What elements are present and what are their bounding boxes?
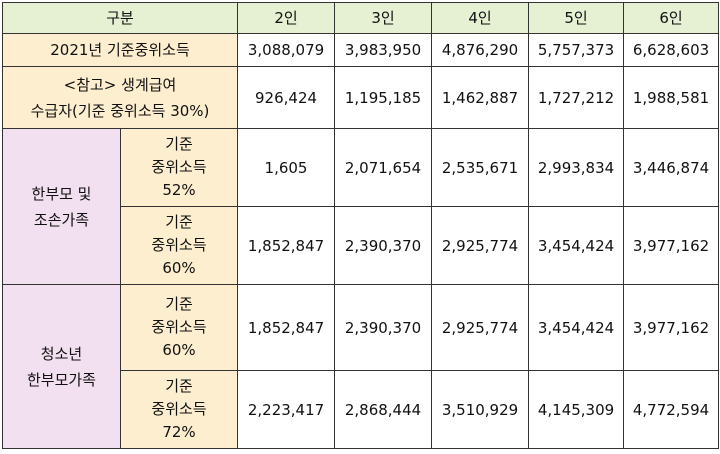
livelihood-label-line1: <참고> 생계급여 xyxy=(63,75,177,94)
table-cell: 1,605 xyxy=(237,128,336,207)
group1-sub1-label: 기준 중위소득 52% xyxy=(119,128,239,207)
table-cell: 1,852,847 xyxy=(237,206,336,285)
median-income-label: 2021년 기준중위소득 xyxy=(1,33,239,67)
table-cell: 2,390,370 xyxy=(334,284,433,371)
livelihood-label: <참고> 생계급여 수급자(기준 중위소득 30%) xyxy=(1,66,239,129)
header-col-3: 3인 xyxy=(334,2,433,34)
table-cell: 1,462,887 xyxy=(431,66,530,129)
sub-label-line: 기준 xyxy=(165,295,193,313)
group2-sub1-label: 기준 중위소득 60% xyxy=(119,284,239,371)
header-category: 구분 xyxy=(1,2,239,34)
table-cell: 2,925,774 xyxy=(431,206,530,285)
table-cell: 4,876,290 xyxy=(431,33,530,67)
table-cell: 3,088,079 xyxy=(237,33,336,67)
sub-label-line: 중위소득 xyxy=(151,400,207,418)
table-cell: 4,772,594 xyxy=(623,370,720,449)
table-cell: 2,223,417 xyxy=(237,370,336,449)
header-col-6: 6인 xyxy=(623,2,720,34)
sub-label-line: 52% xyxy=(162,181,196,199)
table-cell: 1,195,185 xyxy=(334,66,433,129)
group2-row2: 기준 중위소득 72% 2,223,417 2,868,444 3,510,92… xyxy=(3,370,720,449)
table-cell: 5,757,373 xyxy=(528,33,625,67)
group1-label-line2: 조손가족 xyxy=(33,210,90,229)
table-cell: 1,852,847 xyxy=(237,284,336,371)
sub-label-line: 기준 xyxy=(165,377,193,395)
table-cell: 3,977,162 xyxy=(623,284,720,371)
sub-label-line: 중위소득 xyxy=(151,236,207,254)
sub-label-line: 72% xyxy=(162,423,196,441)
table-cell: 6,628,603 xyxy=(623,33,720,67)
group2-sub2-label: 기준 중위소득 72% xyxy=(119,370,239,449)
header-col-2: 2인 xyxy=(237,2,336,34)
group1-label: 한부모 및 조손가족 xyxy=(2,128,121,285)
sub-label-line: 60% xyxy=(162,259,196,277)
group2-label-line1: 청소년 xyxy=(40,344,83,363)
table-cell: 3,983,950 xyxy=(334,33,433,67)
group1-label-line1: 한부모 및 xyxy=(31,184,92,203)
sub-label-line: 중위소득 xyxy=(151,158,207,176)
table-cell: 2,925,774 xyxy=(431,284,530,371)
group1-row2: 기준 중위소득 60% 1,852,847 2,390,370 2,925,77… xyxy=(3,206,720,285)
table-cell: 2,390,370 xyxy=(334,206,433,285)
table-cell: 2,993,834 xyxy=(528,128,625,207)
median-income-row: 2021년 기준중위소득 3,088,079 3,983,950 4,876,2… xyxy=(1,33,720,67)
group2-row1: 청소년 한부모가족 기준 중위소득 60% 1,852,847 2,390,37… xyxy=(2,284,720,449)
livelihood-label-line2: 수급자(기준 중위소득 30%) xyxy=(30,101,210,120)
table-cell: 1,988,581 xyxy=(623,66,720,129)
table-cell: 2,535,671 xyxy=(431,128,530,207)
sub-label-line: 기준 xyxy=(165,135,193,153)
sub-label-line: 중위소득 xyxy=(151,318,207,336)
table-cell: 4,145,309 xyxy=(528,370,625,449)
table-cell: 3,454,424 xyxy=(528,206,625,285)
header-row: 구분 2인 3인 4인 5인 6인 xyxy=(1,2,720,34)
group1-row1: 한부모 및 조손가족 기준 중위소득 52% 1,605 2,071,654 2… xyxy=(2,128,720,285)
sub-label-line: 60% xyxy=(162,341,196,359)
table-cell: 2,071,654 xyxy=(334,128,433,207)
header-col-5: 5인 xyxy=(528,2,625,34)
sub-label-line: 기준 xyxy=(165,213,193,231)
table-cell: 2,868,444 xyxy=(334,370,433,449)
group1-sub2-label: 기준 중위소득 60% xyxy=(119,206,239,285)
table-cell: 3,977,162 xyxy=(623,206,720,285)
table-cell: 3,454,424 xyxy=(528,284,625,371)
group2-label-line2: 한부모가족 xyxy=(26,370,96,389)
table-cell: 926,424 xyxy=(237,66,336,129)
table-cell: 1,727,212 xyxy=(528,66,625,129)
header-col-4: 4인 xyxy=(431,2,530,34)
table-cell: 3,510,929 xyxy=(431,370,530,449)
group2-label: 청소년 한부모가족 xyxy=(2,284,121,449)
table-cell: 3,446,874 xyxy=(623,128,720,207)
livelihood-row: <참고> 생계급여 수급자(기준 중위소득 30%) 926,424 1,195… xyxy=(1,66,720,129)
